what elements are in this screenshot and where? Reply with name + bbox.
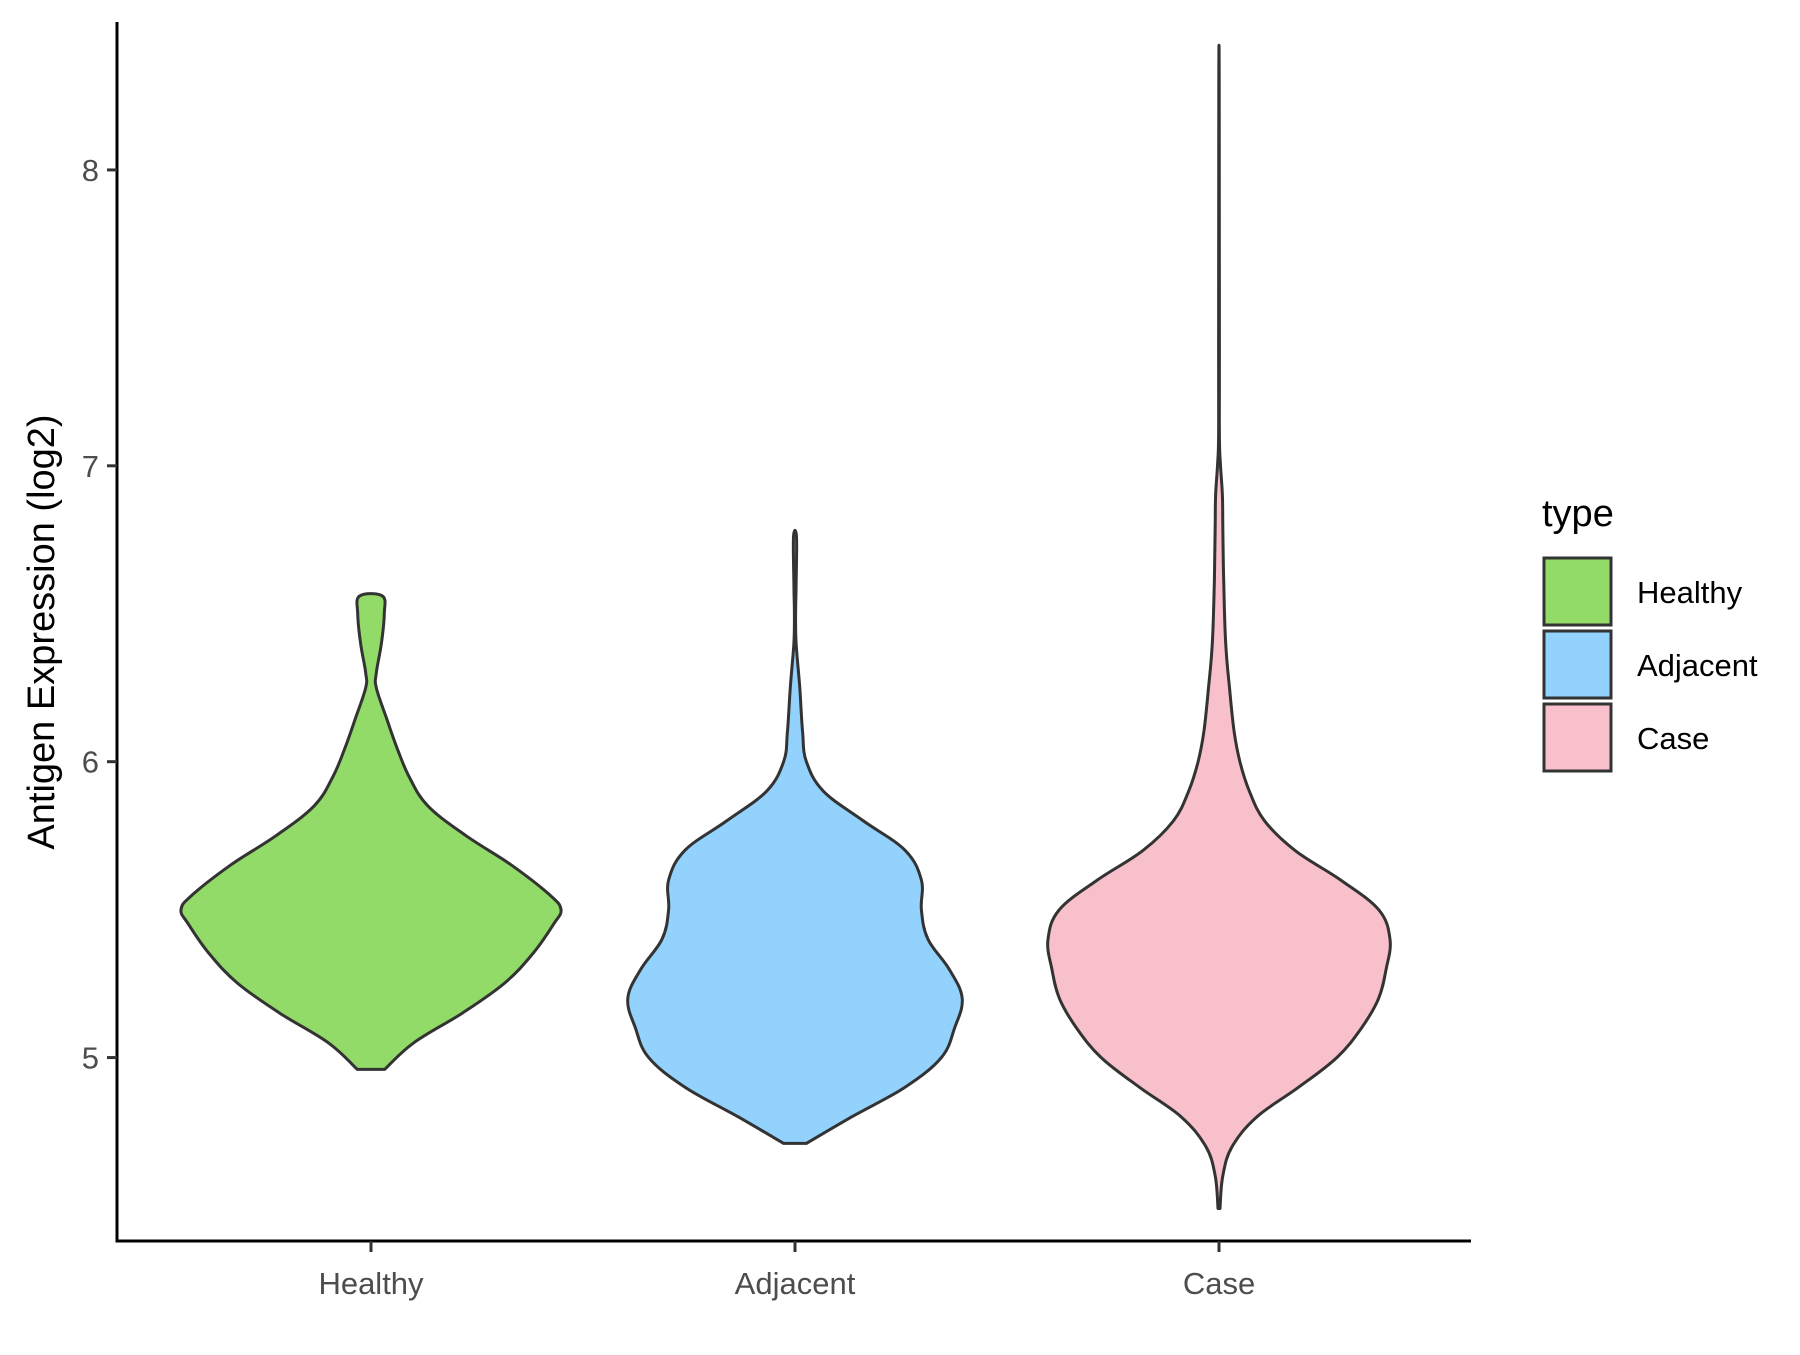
y-axis-title: Antigen Expression (log2) xyxy=(21,414,63,849)
legend-label-case: Case xyxy=(1637,721,1709,756)
legend: type Healthy Adjacent Case xyxy=(1542,493,1758,773)
x-tick-label: Healthy xyxy=(318,1266,424,1301)
legend-entries: Healthy Adjacent Case xyxy=(1542,556,1758,773)
y-ticks: 5 6 7 8 xyxy=(82,153,117,1076)
y-tick-label: 7 xyxy=(82,449,99,484)
violin-healthy xyxy=(179,592,563,1071)
x-ticks: Healthy Adjacent Case xyxy=(318,1241,1255,1301)
x-tick-label: Adjacent xyxy=(735,1266,856,1301)
legend-key-healthy xyxy=(1542,556,1613,627)
violin-adjacent xyxy=(626,528,964,1145)
axes xyxy=(115,22,1471,1243)
y-tick-label: 6 xyxy=(82,745,99,780)
legend-key-case xyxy=(1542,702,1613,773)
legend-key-adjacent xyxy=(1542,629,1613,700)
x-tick-label: Case xyxy=(1183,1266,1255,1301)
violin-case xyxy=(1046,43,1392,1210)
violin-layer xyxy=(179,43,1392,1210)
legend-title: type xyxy=(1542,493,1614,535)
legend-label-adjacent: Adjacent xyxy=(1637,648,1758,683)
legend-label-healthy: Healthy xyxy=(1637,575,1743,610)
y-tick-label: 8 xyxy=(82,153,99,188)
y-tick-label: 5 xyxy=(82,1041,99,1076)
